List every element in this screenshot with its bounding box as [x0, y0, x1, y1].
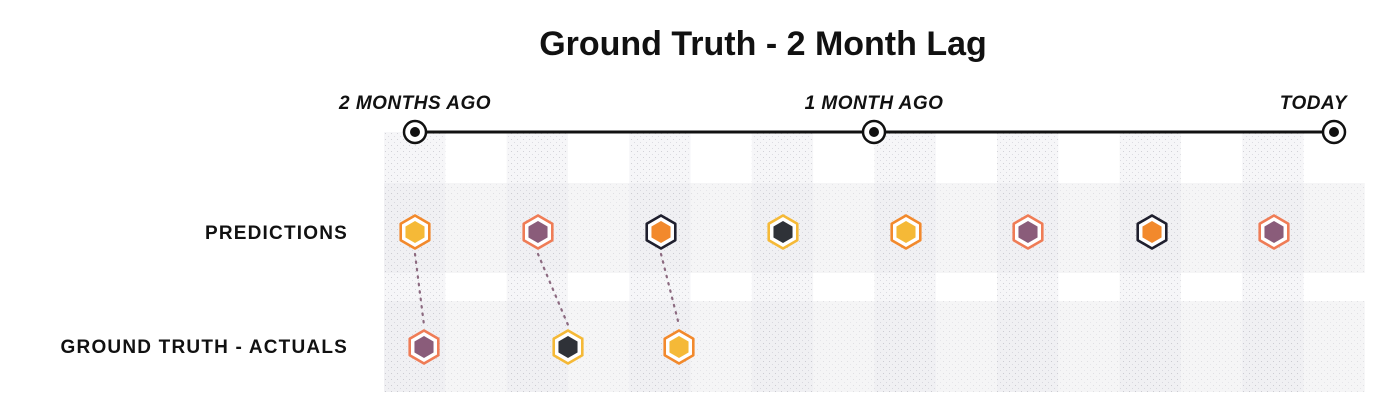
hexagon-fill [1018, 221, 1038, 243]
hexagon-fill [414, 336, 434, 358]
diagram-title: Ground Truth - 2 Month Lag [539, 25, 987, 63]
prediction-hexagon [767, 214, 799, 250]
prediction-hexagon [890, 214, 922, 250]
connector-line [659, 252, 681, 327]
actual-markers [408, 329, 695, 365]
connector-line [413, 252, 426, 327]
hexagon-fill [896, 221, 916, 243]
prediction-markers [399, 214, 1290, 250]
timeline-marker-dot [869, 127, 879, 137]
hexagon-fill [773, 221, 793, 243]
timeline-marker-dot [410, 127, 420, 137]
hexagon-fill [651, 221, 671, 243]
prediction-hexagon [1136, 214, 1168, 250]
timeline-label-1-month-ago: 1 MONTH AGO [805, 93, 944, 114]
hexagon-fill [669, 336, 689, 358]
timeline-label-2-months-ago: 2 MONTHS AGO [338, 93, 491, 114]
hexagon-fill [1264, 221, 1284, 243]
row-band-texture [384, 301, 1365, 392]
timeline-marker-dot [1329, 127, 1339, 137]
prediction-hexagon [522, 214, 554, 250]
connectors [413, 252, 681, 327]
row-label-ground-truth-actuals: GROUND TRUTH - ACTUALS [61, 337, 348, 358]
row-label-predictions: PREDICTIONS [205, 223, 348, 244]
timeline-label-today: TODAY [1280, 93, 1349, 114]
hexagon-fill [558, 336, 578, 358]
timeline: 2 MONTHS AGO 1 MONTH AGO TODAY [338, 93, 1349, 145]
timeline-marker-1-month-ago: 1 MONTH AGO [805, 93, 944, 145]
actual-hexagon [408, 329, 440, 365]
connector-line [536, 252, 570, 327]
timeline-marker-today: TODAY [1280, 93, 1349, 145]
timeline-marker-2-months-ago: 2 MONTHS AGO [338, 93, 491, 145]
prediction-hexagon [645, 214, 677, 250]
prediction-hexagon [1012, 214, 1044, 250]
hexagon-fill [528, 221, 548, 243]
actual-hexagon [552, 329, 584, 365]
prediction-hexagon [1258, 214, 1290, 250]
prediction-hexagon [399, 214, 431, 250]
hexagon-fill [405, 221, 425, 243]
background-grid [384, 132, 1365, 392]
hexagon-fill [1142, 221, 1162, 243]
actual-hexagon [663, 329, 695, 365]
